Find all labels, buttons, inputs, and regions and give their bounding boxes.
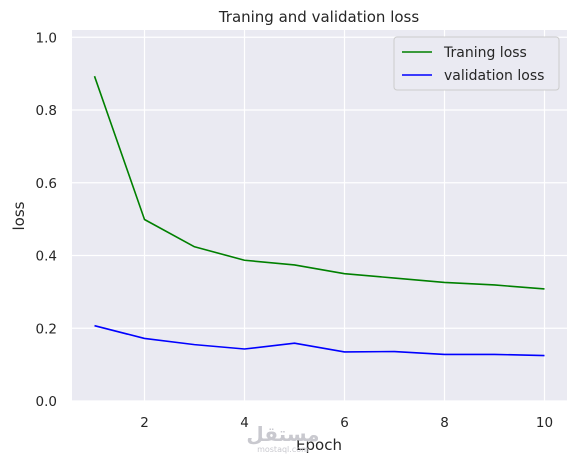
watermark-logo: مستقل bbox=[246, 422, 319, 446]
y-tick-label: 0.0 bbox=[36, 394, 57, 410]
y-tick-label: 1.0 bbox=[36, 30, 57, 46]
y-tick-labels: 0.0 0.2 0.4 0.6 0.8 1.0 bbox=[36, 30, 57, 410]
series-layer bbox=[93, 75, 545, 357]
x-tick-label: 10 bbox=[536, 415, 553, 431]
x-tick-label: 6 bbox=[340, 415, 349, 431]
x-tick-label: 4 bbox=[240, 415, 249, 431]
y-tick-label: 0.6 bbox=[36, 176, 57, 192]
x-tick-labels: 2 4 6 8 10 bbox=[140, 415, 553, 431]
x-axis-label: Epoch bbox=[296, 436, 342, 454]
series-line-traning-loss bbox=[93, 75, 545, 290]
series-line-validation-loss bbox=[94, 324, 545, 357]
y-tick-label: 0.8 bbox=[36, 103, 57, 119]
legend-label-validation-loss: validation loss bbox=[444, 68, 544, 84]
x-tick-label: 2 bbox=[140, 415, 149, 431]
watermark-subtext: mostaql.com bbox=[257, 445, 309, 454]
watermark: مستقل mostaql.com bbox=[246, 422, 319, 454]
x-tick-label: 8 bbox=[440, 415, 449, 431]
legend-box bbox=[393, 36, 560, 91]
legend: Traning loss validation loss bbox=[393, 36, 560, 91]
y-axis-label: loss bbox=[10, 201, 28, 230]
legend-label-traning-loss: Traning loss bbox=[443, 45, 527, 61]
chart-title: Traning and validation loss bbox=[218, 8, 420, 26]
y-tick-label: 0.2 bbox=[36, 321, 57, 337]
y-tick-label: 0.4 bbox=[36, 249, 57, 265]
